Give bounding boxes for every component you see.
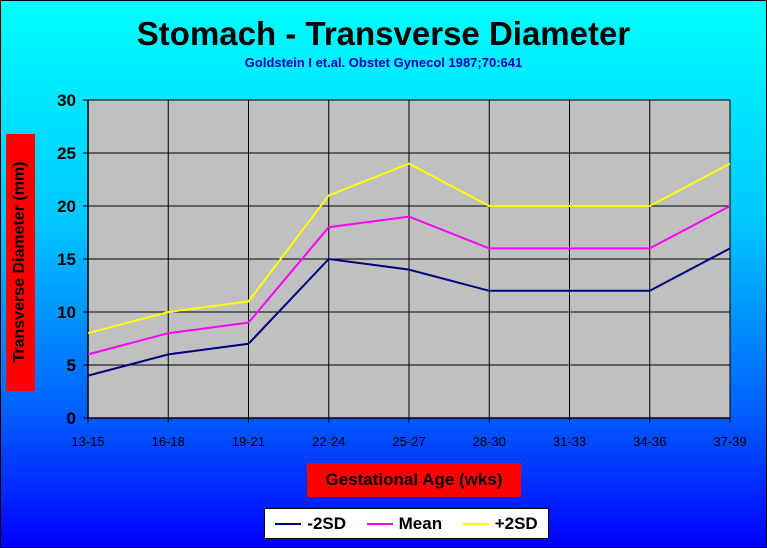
- y-axis-label-box: [6, 134, 35, 391]
- legend-label: +2SD: [494, 513, 538, 533]
- series-line-mean: [87, 205, 731, 356]
- legend-label: -2SD: [307, 513, 347, 533]
- legend-swatch: [366, 522, 393, 525]
- y-tick-label: 20: [57, 197, 76, 216]
- y-tick-label: 0: [67, 409, 76, 428]
- legend: -2SD Mean +2SD: [264, 508, 549, 539]
- y-tick-label: 5: [67, 356, 76, 375]
- chart-title: Stomach - Transverse Diameter: [136, 15, 631, 52]
- x-tick-label: 37-39: [713, 434, 746, 449]
- x-tick-label: 19-21: [232, 434, 265, 449]
- y-axis-label: Transverse Diameter (mm): [11, 161, 28, 363]
- x-tick-label: 22-24: [312, 434, 345, 449]
- y-tick-label: 25: [57, 144, 76, 163]
- legend-label: Mean: [398, 513, 443, 533]
- y-tick-label: 10: [57, 303, 76, 322]
- chart-subtitle: Goldstein I et.al. Obstet Gynecol 1987;7…: [244, 55, 523, 70]
- x-tick-label: 34-36: [633, 434, 666, 449]
- series-line-2sd: [87, 247, 731, 377]
- legend-item: -2SD: [275, 514, 346, 534]
- legend-item: Mean: [366, 513, 443, 534]
- series-line-2sd: [87, 162, 731, 335]
- x-tick-label: 31-33: [553, 434, 586, 449]
- x-tick-label: 25-27: [392, 434, 425, 449]
- x-axis-label: Gestational Age (wks): [307, 463, 521, 497]
- legend-item: +2SD: [462, 513, 538, 534]
- legend-swatch: [275, 522, 302, 525]
- x-tick-label: 16-18: [152, 434, 185, 449]
- legend-swatch: [462, 522, 489, 525]
- x-tick-label: 28-30: [473, 434, 506, 449]
- y-tick-label: 30: [57, 91, 76, 110]
- x-tick-label: 13-15: [71, 434, 104, 449]
- y-tick-label: 15: [57, 250, 76, 269]
